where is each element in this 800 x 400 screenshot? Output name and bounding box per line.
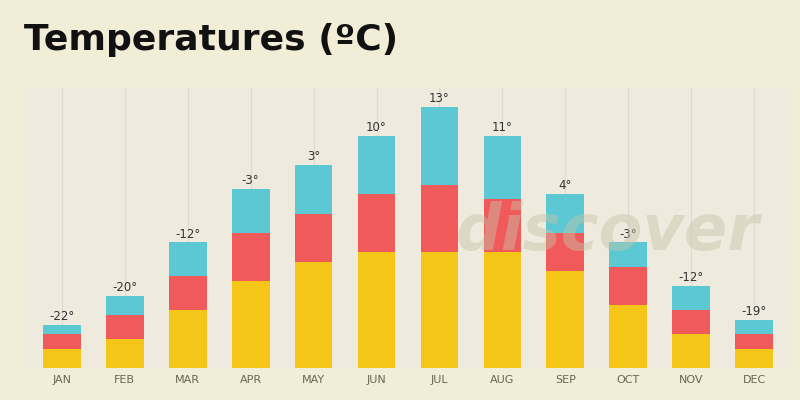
Bar [358,194,395,252]
Bar [232,233,270,281]
Text: Temperatures (ºC): Temperatures (ºC) [24,22,398,57]
Text: -3°: -3° [619,228,637,240]
Bar [483,199,522,252]
Bar [358,136,395,194]
Bar [106,296,144,315]
Bar [232,189,270,233]
Text: -22°: -22° [49,310,74,323]
Bar [294,262,333,368]
Bar [294,165,333,214]
Text: -19°: -19° [742,305,767,318]
Text: 10°: 10° [366,121,387,134]
Bar [43,324,81,334]
Bar [483,252,522,368]
Bar [106,315,144,339]
Bar [610,242,647,267]
Bar [169,276,206,310]
Text: 4°: 4° [558,179,572,192]
Bar [672,286,710,310]
Bar [610,267,647,305]
Text: -3°: -3° [242,174,259,188]
Bar [169,310,206,368]
Bar [735,320,773,334]
Bar [43,349,81,368]
Text: 3°: 3° [307,150,320,163]
Text: -12°: -12° [678,271,704,284]
Bar [610,305,647,368]
Bar [483,136,522,199]
Bar [672,310,710,334]
Bar [358,252,395,368]
Bar [169,242,206,276]
Bar [106,339,144,368]
Bar [672,334,710,368]
Bar [546,272,584,368]
Text: -20°: -20° [112,281,138,294]
Bar [735,349,773,368]
Bar [421,184,458,252]
Bar [546,194,584,233]
Text: 13°: 13° [429,92,450,105]
Text: -12°: -12° [175,228,200,240]
Bar [421,252,458,368]
Bar [232,281,270,368]
Bar [421,107,458,184]
Bar [43,334,81,349]
Text: discover: discover [456,201,760,263]
Bar [546,233,584,272]
Bar [294,214,333,262]
Text: 11°: 11° [492,121,513,134]
Bar [735,334,773,349]
